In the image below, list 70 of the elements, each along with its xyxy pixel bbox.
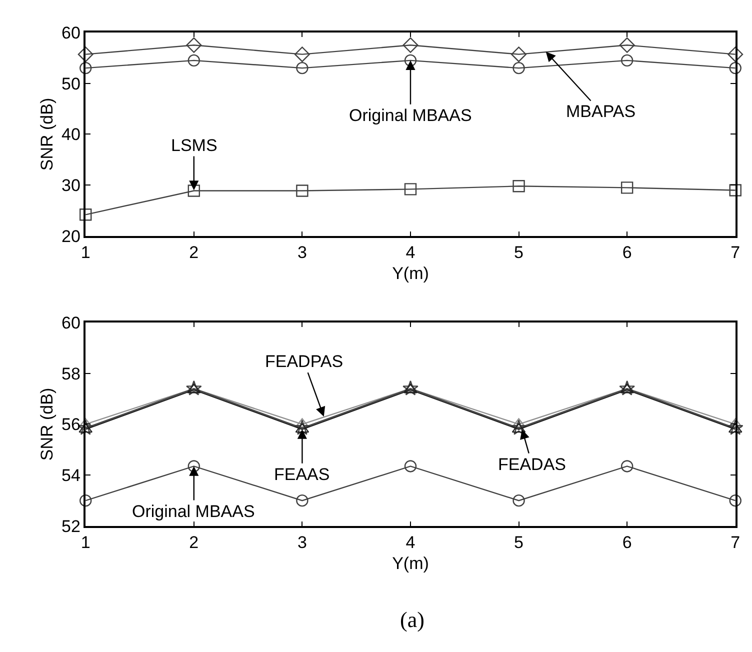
y-tick-label: 56 [62,415,80,434]
point [80,62,92,74]
point [188,184,200,197]
x-tick-label: 4 [406,533,416,552]
point [404,54,417,67]
point [620,182,634,194]
annotation: LSMS [171,136,218,155]
x-tick-label: 3 [297,243,307,262]
point [620,54,634,67]
point [619,37,635,53]
y-tick-label: 52 [62,516,80,536]
y-tick-label: 58 [62,364,80,384]
point [186,37,202,53]
point [619,380,635,396]
x-tick-label: 7 [730,243,740,262]
point [512,62,525,74]
point [296,184,308,197]
point [402,380,418,396]
point [727,420,744,435]
y-tick-label: 30 [62,176,80,196]
point [296,62,308,74]
point [80,494,92,507]
y-tick-label: 54 [62,466,80,486]
y-tick-label: 60 [62,23,80,42]
annotation: Original MBAAS [132,502,255,521]
y-tick-label: 40 [62,125,80,144]
point [620,460,634,472]
x-tick-label: 3 [297,533,307,552]
x-tick-label: 2 [189,243,199,262]
x-axis-title: Y(m) [392,554,429,574]
point [80,208,92,221]
point [729,184,742,196]
x-tick-label: 5 [514,243,524,262]
x-axis-title: Y(m) [392,264,429,284]
point [296,494,308,507]
y-tick-label: 60 [62,313,80,332]
point [512,180,525,192]
annotation: FEAAS [274,465,330,484]
x-tick-label: 2 [189,533,199,552]
x-tick-label: 7 [730,533,740,552]
x-tick-label: 6 [622,243,632,262]
point [294,420,310,435]
point [511,46,527,62]
point [402,37,418,53]
annotation: FEADAS [498,455,566,474]
point [188,54,200,67]
point [729,494,742,507]
point [512,494,525,507]
point [186,380,202,396]
x-tick-label: 4 [406,243,416,262]
point [404,183,417,196]
annotation: Original MBAAS [349,106,472,125]
point [510,420,527,435]
x-tick-label: 5 [514,533,524,552]
point [78,46,94,62]
annotation: FEADPAS [265,352,344,371]
point [728,46,744,62]
point [729,62,742,74]
point [294,46,310,62]
y-tick-label: 50 [62,74,80,94]
annotation: MBAPAS [566,102,636,121]
point [188,460,200,472]
y-axis-title: SNR (dB) [38,98,57,171]
x-tick-label: 1 [80,533,90,552]
x-tick-label: 6 [622,533,632,552]
point [404,460,417,472]
y-axis-title: SNR (dB) [38,388,57,461]
text: (a) [400,607,424,632]
x-tick-label: 1 [80,243,90,262]
y-tick-label: 20 [62,226,80,246]
